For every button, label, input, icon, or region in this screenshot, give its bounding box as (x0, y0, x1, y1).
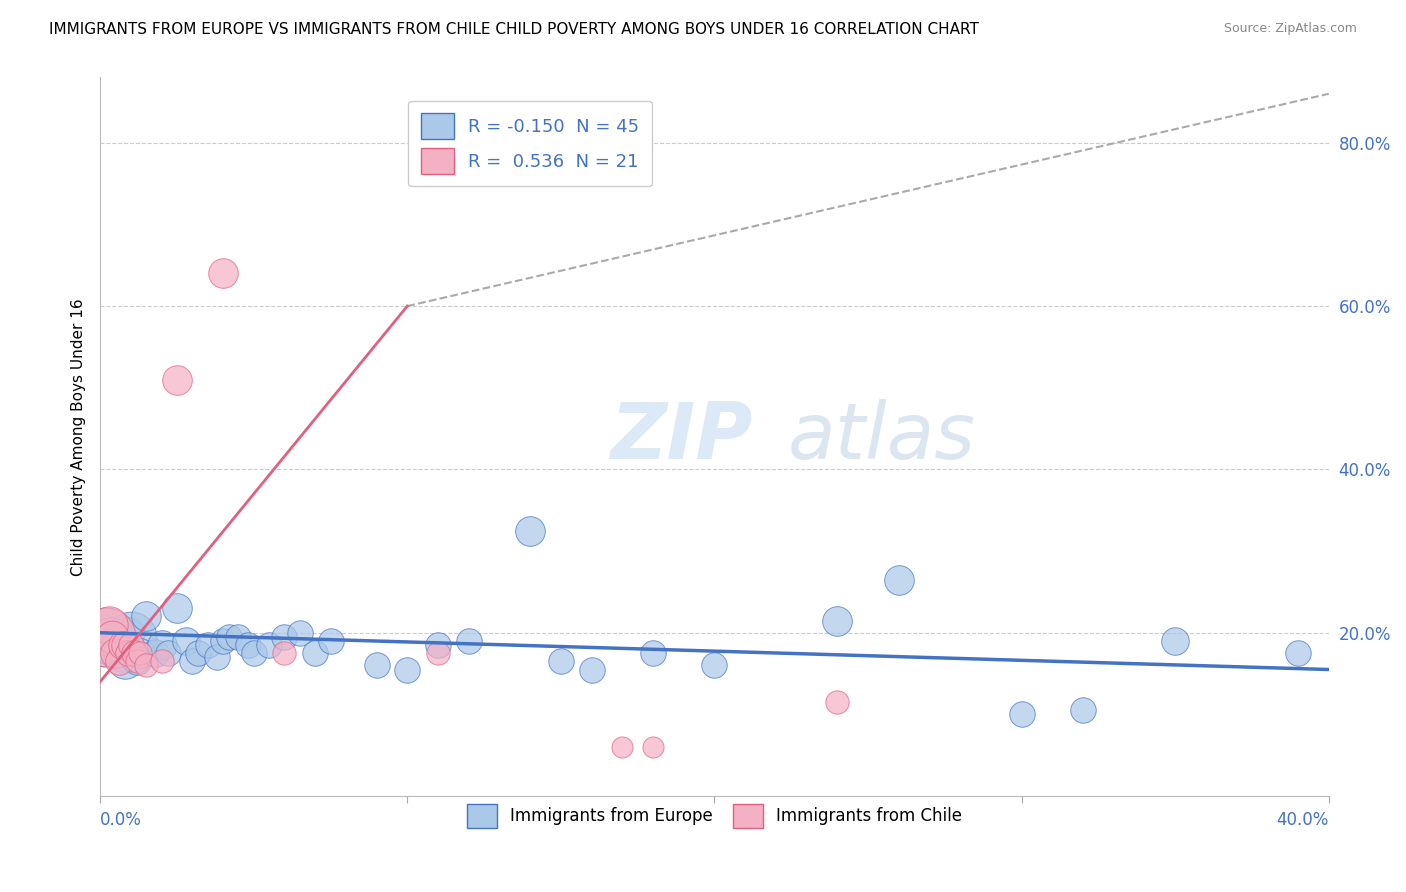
Point (150, 638, 173, 652)
Point (236, 638, 259, 652)
Point (1286, 646, 1309, 660)
Point (114, 654, 136, 668)
Point (366, 658, 388, 673)
Point (288, 625, 311, 640)
Point (104, 638, 127, 652)
Text: atlas: atlas (789, 399, 976, 475)
Point (641, 740, 664, 755)
Point (319, 634, 342, 648)
Point (150, 654, 173, 668)
Point (104, 646, 127, 660)
Legend: Immigrants from Europe, Immigrants from Chile: Immigrants from Europe, Immigrants from … (460, 797, 969, 835)
Text: Source: ZipAtlas.com: Source: ZipAtlas.com (1223, 22, 1357, 36)
Point (129, 646, 152, 660)
Point (427, 646, 450, 660)
Point (166, 601, 188, 615)
Point (135, 609, 157, 624)
Point (181, 654, 204, 668)
Point (145, 646, 167, 660)
Point (166, 373, 188, 387)
Point (273, 646, 295, 660)
Text: 40.0%: 40.0% (1277, 811, 1329, 829)
Point (550, 654, 572, 668)
Point (703, 658, 725, 673)
Point (98, 617, 121, 632)
Point (457, 634, 479, 648)
Point (129, 646, 152, 660)
Point (581, 663, 603, 677)
Point (218, 630, 240, 644)
Point (641, 646, 664, 660)
Point (887, 573, 910, 587)
Point (273, 630, 295, 644)
Point (197, 638, 219, 652)
Point (125, 654, 148, 668)
Point (1164, 634, 1187, 648)
Point (96, 630, 118, 644)
Point (111, 638, 134, 652)
Point (107, 654, 129, 668)
Point (187, 646, 209, 660)
Point (96, 630, 118, 644)
Point (135, 658, 157, 673)
Y-axis label: Child Poverty Among Boys Under 16: Child Poverty Among Boys Under 16 (72, 298, 86, 575)
Point (1071, 703, 1094, 717)
Point (228, 630, 250, 644)
Point (122, 646, 145, 660)
Point (101, 634, 124, 648)
Point (120, 638, 142, 652)
Point (427, 638, 450, 652)
Point (114, 638, 136, 652)
Point (1011, 707, 1033, 722)
Point (205, 650, 228, 665)
Point (212, 634, 235, 648)
Point (117, 625, 139, 640)
Point (156, 646, 179, 660)
Point (117, 646, 139, 660)
Point (827, 614, 849, 628)
Point (111, 646, 134, 660)
Text: ZIP: ZIP (610, 399, 752, 475)
Point (257, 638, 280, 652)
Point (242, 646, 264, 660)
Point (125, 654, 148, 668)
Point (122, 650, 145, 665)
Point (612, 740, 634, 755)
Point (101, 630, 124, 644)
Point (120, 630, 142, 644)
Point (827, 695, 849, 709)
Text: IMMIGRANTS FROM EUROPE VS IMMIGRANTS FROM CHILE CHILD POVERTY AMONG BOYS UNDER 1: IMMIGRANTS FROM EUROPE VS IMMIGRANTS FRO… (49, 22, 979, 37)
Point (174, 634, 197, 648)
Point (304, 646, 326, 660)
Text: 0.0%: 0.0% (100, 811, 142, 829)
Point (519, 524, 541, 538)
Point (212, 267, 235, 281)
Point (396, 663, 419, 677)
